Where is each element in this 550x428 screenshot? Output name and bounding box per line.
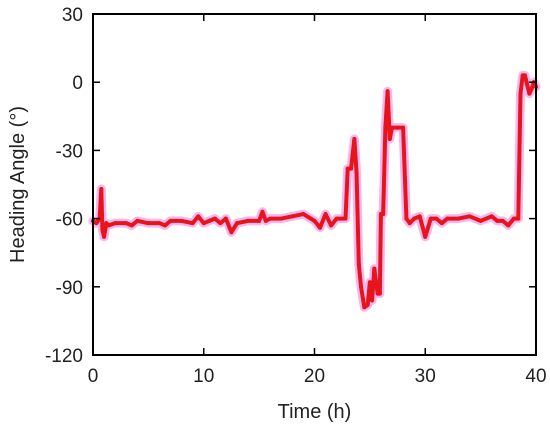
y-tick-label: 30 [62,5,83,26]
data-point [207,218,212,223]
x-tick-label: 30 [415,366,436,387]
data-point [518,91,523,96]
plot-frame [92,13,537,356]
y-tick-label: -90 [56,278,83,299]
data-point [381,212,386,217]
data-point [329,223,334,228]
data-point [179,218,184,223]
y-tick-label: 0 [72,73,83,94]
data-point [102,234,107,239]
data-point [367,280,372,285]
x-tick-label: 0 [88,366,99,387]
data-point [495,218,500,223]
data-point [489,214,494,219]
data-point [268,216,273,221]
data-point [500,218,505,223]
data-point [428,216,433,221]
data-point [260,209,265,214]
data-point [439,221,444,226]
data-point [113,221,118,226]
series-line [91,73,538,310]
data-point [506,223,511,228]
data-point [94,221,99,226]
data-point [312,218,317,223]
data-point [218,221,223,226]
data-point [362,305,367,310]
data-point [223,216,228,221]
data-point [146,221,151,226]
data-point [383,125,388,130]
data-point [395,125,400,130]
data-point [467,214,472,219]
data-point [290,214,295,219]
y-tick-label: -120 [45,346,83,367]
data-point [412,216,417,221]
x-tick-label: 10 [193,366,214,387]
data-point [279,216,284,221]
data-point [323,212,328,217]
series-halo-line [88,70,541,312]
data-point [162,223,167,228]
data-point [529,87,534,92]
data-point [212,216,217,221]
data-point [365,302,370,307]
data-point [354,171,359,176]
x-tick-label: 20 [304,366,325,387]
data-point [124,221,129,226]
data-point [516,216,521,221]
data-point [340,216,345,221]
x-tick-label: 40 [525,366,546,387]
data-point [263,218,268,223]
data-point [445,216,450,221]
data-point [345,166,350,171]
data-point [522,73,527,78]
data-point [106,223,111,228]
data-point [423,234,428,239]
y-tick-label: -60 [56,210,83,231]
data-point [100,227,105,232]
data-point [190,221,195,226]
data-point [417,214,422,219]
data-point [318,225,323,230]
data-point [456,216,461,221]
data-point [434,216,439,221]
data-point [99,187,104,192]
data-point [257,218,262,223]
data-point [372,266,377,271]
data-point [334,216,339,221]
x-axis-label: Time (h) [278,401,352,423]
ticks-layer: 0 10 20 30 40 -120 -90 -60 -30 0 30 [45,5,547,387]
data-point [404,216,409,221]
data-point [129,223,134,228]
data-point [135,218,140,223]
data-point [229,230,234,235]
y-axis-label: Heading Angle (°) [7,106,29,263]
data-point [246,218,251,223]
data-point [168,218,173,223]
data-point [356,262,361,267]
data-point [387,137,392,142]
y-tick-label: -30 [56,141,83,162]
data-point [234,221,239,226]
data-point [301,212,306,217]
data-point [359,284,364,289]
series-layer [88,70,541,312]
data-point [377,291,382,296]
data-point [401,125,406,130]
data-point [343,216,348,221]
data-point [525,82,530,87]
data-point [201,221,206,226]
data-point [527,91,532,96]
data-point [349,166,354,171]
data-point [385,89,390,94]
data-point [370,298,375,303]
data-point [407,221,412,226]
data-point [352,137,357,142]
data-point [478,218,483,223]
data-point [196,214,201,219]
data-point [390,125,395,130]
data-point [157,221,162,226]
